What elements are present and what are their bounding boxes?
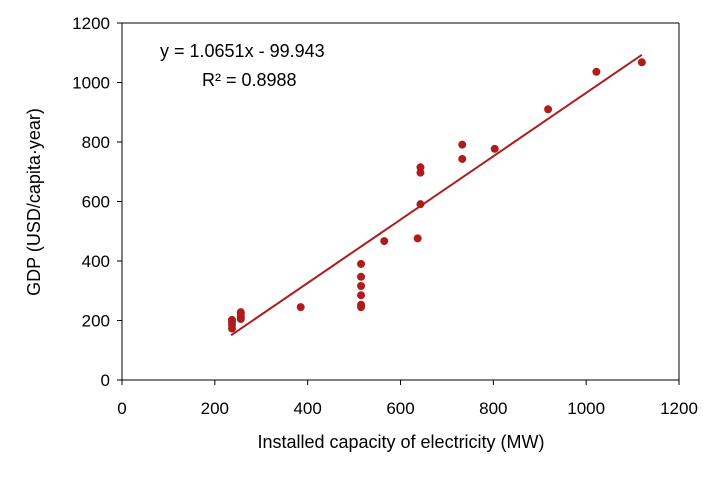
data-point — [296, 303, 305, 312]
x-tick-label: 0 — [117, 399, 126, 418]
data-point — [544, 105, 553, 114]
data-point — [416, 163, 425, 172]
y-axis-title: GDP (USD/capita·year) — [24, 108, 44, 296]
data-point — [458, 154, 467, 163]
trendline — [230, 54, 643, 337]
data-point — [228, 315, 237, 324]
y-tick-label: 200 — [82, 312, 110, 331]
data-point — [357, 272, 366, 281]
data-point — [458, 140, 467, 149]
y-tick-label: 0 — [101, 371, 110, 390]
data-point — [416, 200, 425, 209]
data-point — [357, 291, 366, 300]
x-tick-label: 200 — [201, 399, 229, 418]
x-axis-title: Installed capacity of electricity (MW) — [257, 432, 544, 452]
data-point — [490, 144, 499, 153]
y-tick-labels: 0 200 400 600 800 1000 1200 — [72, 14, 122, 390]
data-point — [357, 259, 366, 268]
y-tick-label: 600 — [82, 193, 110, 212]
trendline-equation: y = 1.0651x - 99.943 — [160, 41, 325, 61]
data-point — [592, 67, 601, 76]
x-tick-label: 1200 — [660, 399, 698, 418]
y-tick-label: 1200 — [72, 14, 110, 33]
trendline-group — [230, 54, 643, 337]
data-points — [228, 58, 646, 333]
x-tick-label: 800 — [479, 399, 507, 418]
data-point — [357, 281, 366, 290]
data-point — [380, 237, 389, 246]
data-point — [236, 308, 245, 317]
x-tick-label: 1000 — [567, 399, 605, 418]
data-point — [637, 58, 646, 67]
data-point — [413, 234, 422, 243]
y-tick-label: 400 — [82, 252, 110, 271]
y-tick-label: 1000 — [72, 74, 110, 93]
trendline-r-squared: R² = 0.8988 — [202, 70, 297, 90]
x-tick-labels: 0 200 400 600 800 1000 1200 — [117, 380, 698, 418]
x-tick-label: 400 — [293, 399, 321, 418]
x-tick-label: 600 — [386, 399, 414, 418]
y-tick-label: 800 — [82, 133, 110, 152]
data-point — [357, 300, 366, 309]
